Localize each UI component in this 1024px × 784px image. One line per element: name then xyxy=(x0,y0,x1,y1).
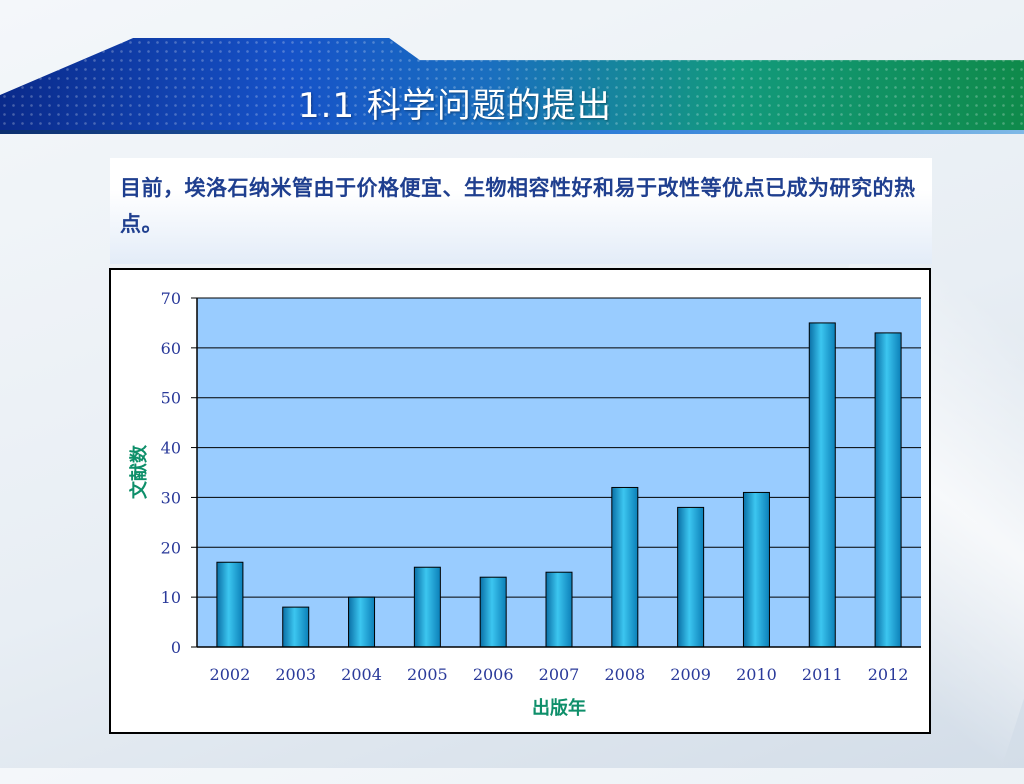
y-tick-label: 60 xyxy=(161,339,181,358)
bar-2004 xyxy=(348,596,376,648)
y-tick-label: 50 xyxy=(161,389,181,408)
bar-2009 xyxy=(677,506,705,648)
title-banner: 1.1 科学问题的提出 xyxy=(0,38,1024,134)
y-tick-label: 0 xyxy=(171,638,181,657)
bar-2006 xyxy=(479,576,507,648)
x-tick-label: 2004 xyxy=(341,665,382,684)
x-tick-label: 2010 xyxy=(736,665,777,684)
x-tick-label: 2006 xyxy=(473,665,514,684)
x-tick-label: 2003 xyxy=(275,665,316,684)
x-tick-label: 2005 xyxy=(407,665,448,684)
intro-text: 目前，埃洛石纳米管由于价格便宜、生物相容性好和易于改性等优点已成为研究的热点。 xyxy=(120,176,916,236)
x-axis-title: 出版年 xyxy=(532,697,586,719)
y-tick-label: 20 xyxy=(161,538,181,557)
bar-2011 xyxy=(808,322,836,648)
x-tick-label: 2008 xyxy=(604,665,645,684)
bars xyxy=(216,322,902,648)
slide-title: 1.1 科学问题的提出 xyxy=(298,86,612,126)
grid-lines xyxy=(197,297,921,598)
bar-2012 xyxy=(874,332,902,648)
title-banner-underline xyxy=(0,130,1024,134)
bar-2008 xyxy=(611,486,639,648)
y-axis-ticks: 0 10 20 30 40 50 60 70 xyxy=(161,289,197,657)
y-tick-label: 40 xyxy=(161,439,181,458)
y-tick-label: 70 xyxy=(161,289,181,308)
bar-2007 xyxy=(545,571,573,648)
y-tick-label: 30 xyxy=(161,488,181,507)
y-axis-title: 文献数 xyxy=(128,444,150,499)
x-tick-label: 2009 xyxy=(670,665,711,684)
bar-2010 xyxy=(742,491,770,648)
bar-2002 xyxy=(216,561,244,648)
bar-2003 xyxy=(282,606,310,648)
x-axis-ticks: 2002 2003 2004 2005 2006 2007 2008 2009 2010 2011… xyxy=(210,665,909,684)
x-tick-label: 2012 xyxy=(868,665,909,684)
x-tick-label: 2002 xyxy=(210,665,251,684)
bar-chart: 0 10 20 30 40 50 60 70 2002 2003 2004 2005 2006 2007… xyxy=(128,289,921,719)
y-tick-label: 10 xyxy=(161,588,181,607)
chart-frame: 0 10 20 30 40 50 60 70 2002 2003 2004 2005 2006 2007… xyxy=(109,268,931,734)
bar-2005 xyxy=(413,566,441,648)
x-tick-label: 2011 xyxy=(802,665,843,684)
x-tick-label: 2007 xyxy=(539,665,580,684)
intro-text-box: 目前，埃洛石纳米管由于价格便宜、生物相容性好和易于改性等优点已成为研究的热点。 xyxy=(110,158,932,264)
